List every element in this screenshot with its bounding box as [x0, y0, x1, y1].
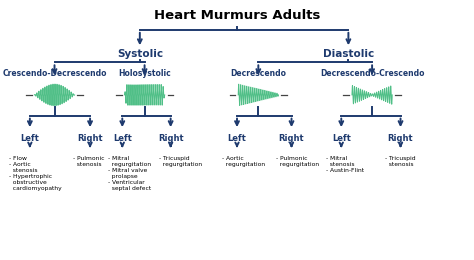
Text: - Pulmonic
  regurgitation: - Pulmonic regurgitation — [276, 156, 319, 167]
Text: - Flow
- Aortic
  stenosis
- Hypertrophic
  obstructive
  cardiomyopathy: - Flow - Aortic stenosis - Hypertrophic … — [9, 156, 61, 191]
Text: Right: Right — [158, 134, 183, 143]
Text: Decrescendo-Crescendo: Decrescendo-Crescendo — [320, 69, 424, 78]
Text: Left: Left — [332, 134, 351, 143]
Text: Heart Murmurs Adults: Heart Murmurs Adults — [154, 9, 320, 22]
Text: - Tricuspid
  stenosis: - Tricuspid stenosis — [385, 156, 416, 167]
Text: Right: Right — [279, 134, 304, 143]
Text: Systolic: Systolic — [117, 49, 163, 59]
Text: Holosystolic: Holosystolic — [118, 69, 171, 78]
Text: - Tricuspid
  regurgitation: - Tricuspid regurgitation — [159, 156, 202, 167]
Text: Right: Right — [77, 134, 103, 143]
Text: Decrescendo: Decrescendo — [230, 69, 286, 78]
Text: Left: Left — [113, 134, 132, 143]
Text: Left: Left — [228, 134, 246, 143]
Text: Crescendo-Decrescendo: Crescendo-Decrescendo — [2, 69, 107, 78]
Text: Diastolic: Diastolic — [323, 49, 374, 59]
Text: - Mitral
  stenosis
- Austin-Flint: - Mitral stenosis - Austin-Flint — [326, 156, 364, 173]
Text: - Aortic
  regurgitation: - Aortic regurgitation — [222, 156, 265, 167]
Text: - Pulmonic
  stenosis: - Pulmonic stenosis — [73, 156, 105, 167]
Text: Right: Right — [388, 134, 413, 143]
Text: - Mitral
  regurgitation
- Mitral valve
  prolapse
- Ventricular
  septal defect: - Mitral regurgitation - Mitral valve pr… — [108, 156, 151, 191]
Text: Left: Left — [20, 134, 39, 143]
